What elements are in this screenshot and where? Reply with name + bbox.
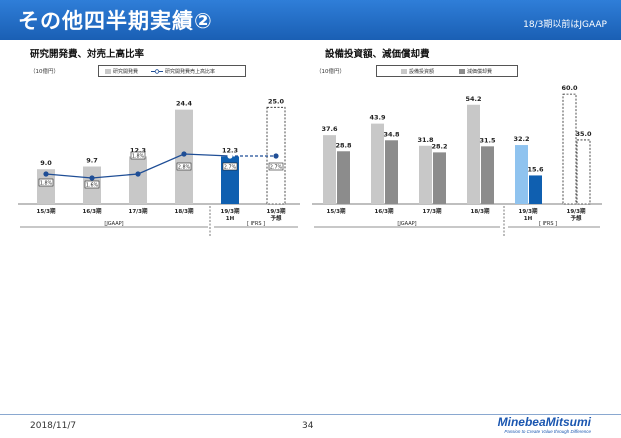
x-tick-label: 15/3期	[327, 207, 346, 215]
right-unit-label: （10億円）	[316, 69, 345, 75]
rd-value-label: 24.4	[176, 100, 193, 108]
left-legend: 研究開発費 研究開発費売上高比率	[98, 65, 246, 77]
rd-value-label: 12.3	[222, 146, 238, 154]
ratio-point	[227, 153, 233, 159]
x-tick-label: 17/3期	[129, 207, 148, 215]
ratio-label-box	[268, 162, 284, 171]
x-tick-label: 予想	[570, 214, 582, 222]
ratio-label-box	[222, 162, 238, 171]
capex-value-label: 54.2	[465, 95, 481, 103]
legend-item-capex: 設備投資額	[401, 68, 434, 75]
capex-bar	[515, 145, 528, 204]
depreciation-bar	[337, 151, 350, 204]
x-tick-label: 15/3期	[37, 207, 56, 215]
jgaap-label: [JGAAP]	[104, 221, 123, 227]
ifrs-label: [ IFRS ]	[539, 221, 557, 227]
ratio-label-box	[38, 178, 54, 187]
ratio-point	[89, 175, 95, 181]
legend-item-depreciation: 減価償却費	[459, 68, 492, 75]
depreciation-value-label: 15.6	[527, 165, 544, 173]
x-tick-label: 18/3期	[471, 207, 490, 215]
jgaap-label: [JGAAP]	[397, 221, 416, 227]
page-number: 34	[302, 421, 314, 431]
line-marker-icon	[151, 69, 163, 74]
ratio-value-label: 1.8%	[40, 181, 53, 187]
capex-bar	[371, 123, 384, 204]
x-tick-label: 1H	[524, 216, 533, 222]
slide-header: その他四半期実績② 18/3期以前はJGAAP	[0, 0, 621, 40]
ratio-point	[273, 153, 279, 159]
right-legend: 設備投資額 減価償却費	[376, 65, 518, 77]
x-tick-label: 予想	[270, 214, 282, 222]
ratio-point	[43, 171, 49, 177]
rd-value-label: 9.7	[86, 156, 98, 164]
dark-gray-swatch-icon	[459, 69, 465, 74]
right-panel-title: 設備投資額、減価償却費	[325, 49, 430, 60]
gaap-note: 18/3期以前はJGAAP	[523, 20, 607, 30]
footer-divider	[0, 414, 621, 415]
ratio-label-box	[84, 180, 100, 189]
ratio-label-box	[176, 162, 192, 171]
depreciation-value-label: 35.0	[575, 130, 592, 138]
rd-bar	[37, 169, 55, 204]
x-tick-label: 19/3期	[519, 207, 538, 215]
legend-item-rd: 研究開発費	[105, 68, 138, 75]
capex-value-label: 60.0	[561, 84, 578, 92]
ratio-point	[135, 171, 141, 177]
left-unit-label: （10億円）	[30, 69, 59, 75]
ratio-value-label: 2.7%	[270, 165, 283, 171]
x-tick-label: 19/3期	[221, 207, 240, 215]
x-tick-label: 16/3期	[375, 207, 394, 215]
rd-value-label: 9.0	[40, 159, 52, 167]
slide-title: その他四半期実績②	[18, 9, 213, 33]
depreciation-value-label: 34.8	[383, 130, 400, 138]
ratio-value-label: 2.8%	[178, 165, 191, 171]
depreciation-value-label: 31.5	[479, 136, 496, 144]
capex-value-label: 31.8	[417, 136, 434, 144]
ratio-value-label: 1.6%	[86, 183, 99, 189]
depreciation-bar	[433, 152, 446, 204]
capex-bar	[419, 145, 432, 204]
ratio-point	[181, 151, 187, 157]
gray-swatch-icon	[105, 69, 111, 74]
x-tick-label: 16/3期	[83, 207, 102, 215]
capex-bar	[562, 93, 577, 205]
rd-bar	[129, 156, 147, 204]
rd-value-label: 25.0	[268, 97, 285, 105]
depreciation-bar	[529, 175, 542, 204]
gray-swatch-icon	[401, 69, 407, 74]
footer-date: 2018/11/7	[30, 421, 77, 431]
capex-bar	[323, 135, 336, 204]
x-tick-label: 18/3期	[175, 207, 194, 215]
capex-value-label: 43.9	[369, 114, 386, 122]
depreciation-bar	[385, 140, 398, 204]
x-tick-label: 19/3期	[567, 207, 586, 215]
capex-value-label: 37.6	[321, 125, 338, 133]
depreciation-bar	[576, 139, 591, 205]
x-tick-label: 1H	[226, 216, 235, 222]
ratio-value-label: 1.8%	[132, 154, 145, 160]
legend-item-ratio: 研究開発費売上高比率	[151, 68, 215, 75]
rd-value-label: 12.3	[130, 146, 146, 154]
ratio-value-label: 2.7%	[224, 165, 237, 171]
x-tick-label: 19/3期	[267, 207, 286, 215]
capex-bar	[467, 104, 480, 204]
ifrs-label: [ IFRS ]	[247, 221, 265, 227]
left-panel-title: 研究開発費、対売上高比率	[30, 49, 145, 60]
depreciation-value-label: 28.8	[335, 141, 352, 149]
depreciation-bar	[481, 146, 494, 204]
capex-value-label: 32.2	[513, 135, 529, 143]
company-logo: MinebeaMitsumi Passion to Create Value t…	[497, 415, 591, 434]
depreciation-value-label: 28.2	[431, 142, 447, 150]
rd-bar	[175, 109, 193, 204]
ratio-label-box	[130, 151, 146, 160]
x-tick-label: 17/3期	[423, 207, 442, 215]
